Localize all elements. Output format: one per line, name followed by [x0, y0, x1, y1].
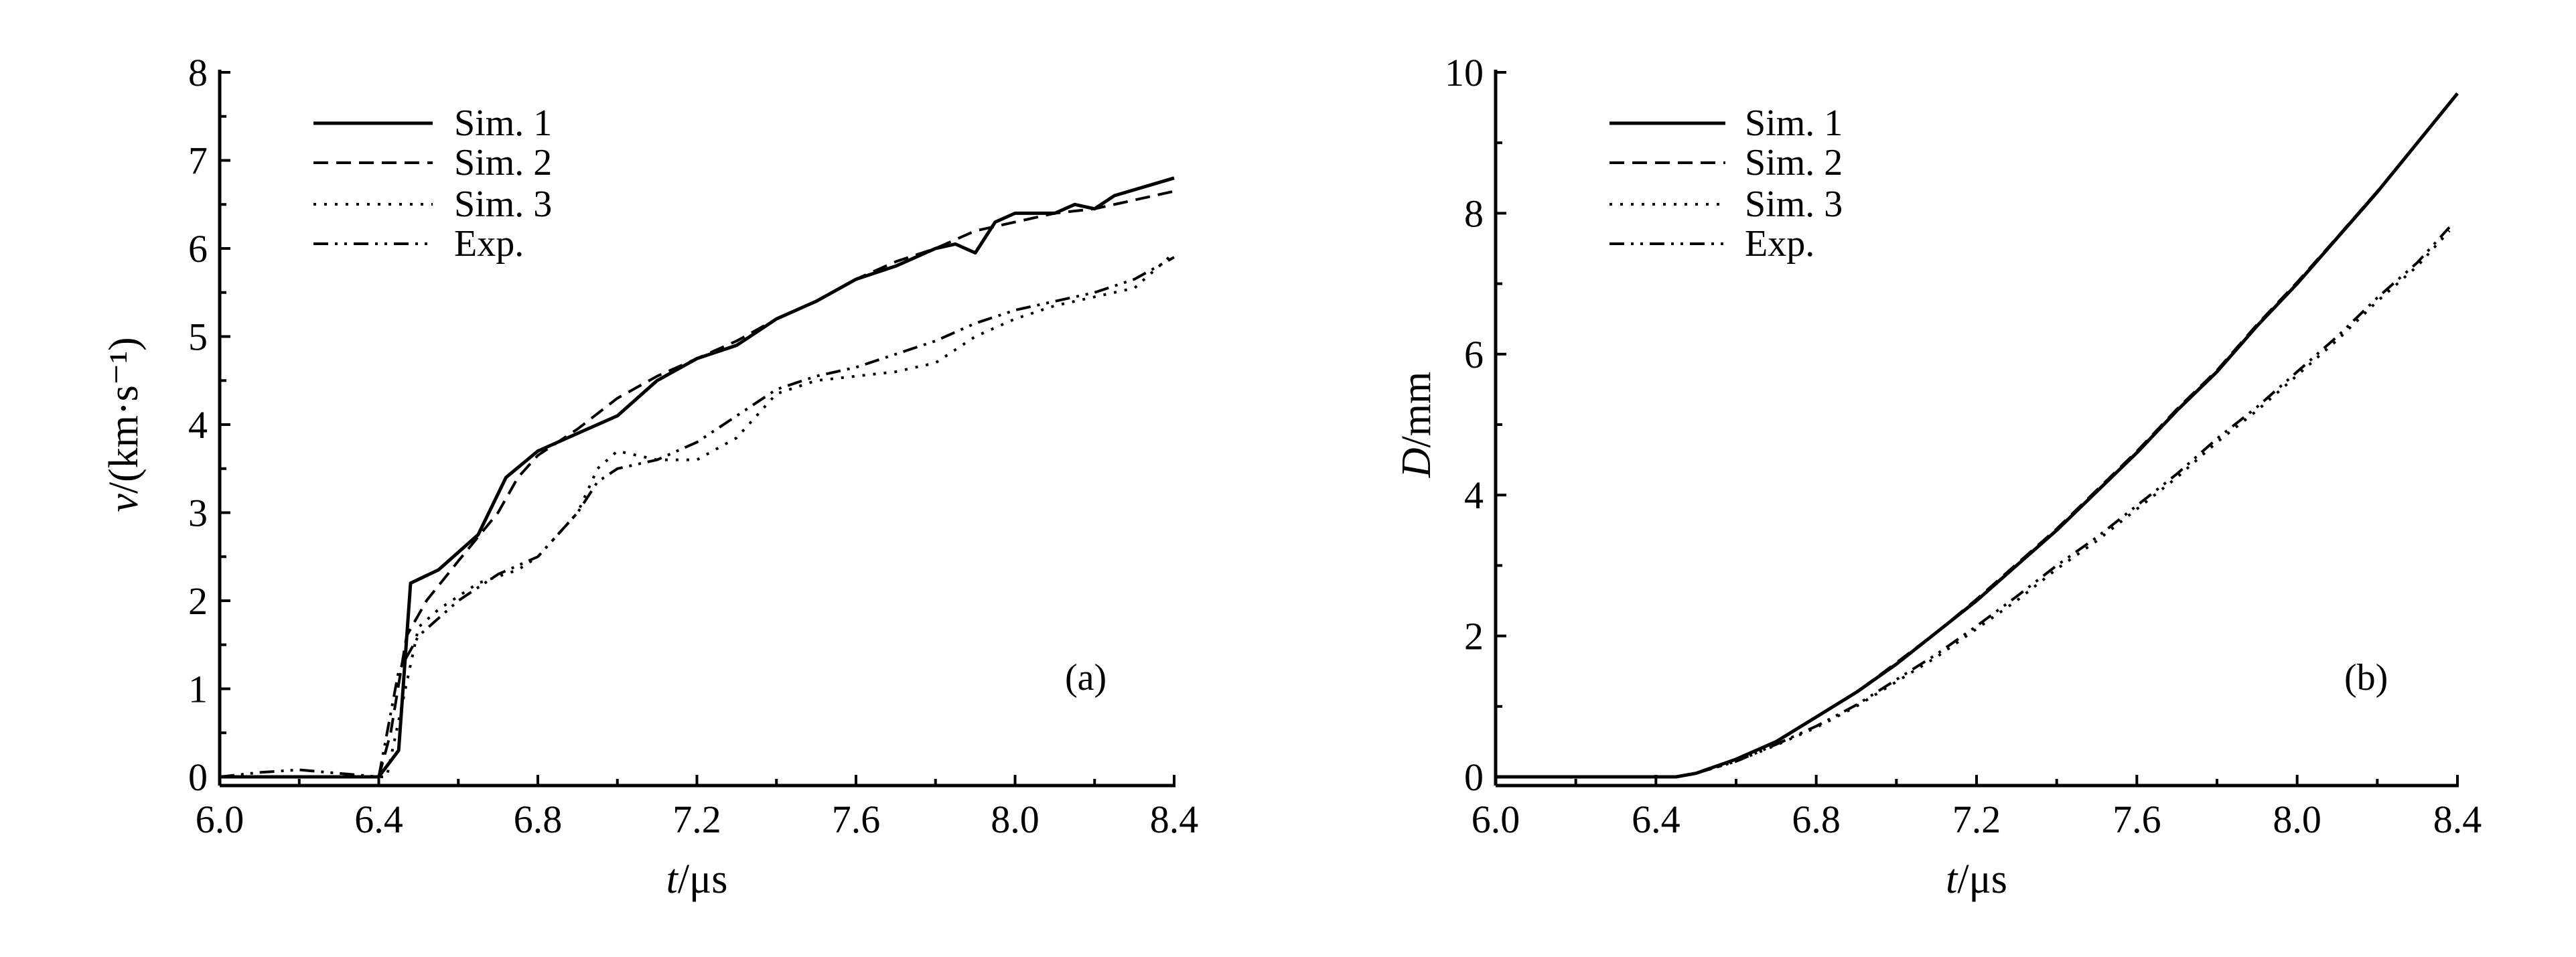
y-axis-label: D/mm — [1394, 372, 1439, 478]
x-tick-label: 8.0 — [991, 798, 1040, 841]
legend-label: Sim. 3 — [1745, 183, 1843, 225]
y-tick-label: 2 — [1464, 615, 1484, 658]
legend-label: Exp. — [454, 223, 524, 265]
x-tick-label: 6.4 — [354, 798, 403, 841]
x-axis-label: t/μs — [666, 857, 728, 902]
x-tick-label: 8.4 — [2433, 798, 2482, 841]
series-line-exp — [219, 256, 1175, 778]
x-tick-label: 7.6 — [2113, 798, 2161, 841]
x-axis-label-unit: /μs — [1957, 857, 2007, 902]
y-tick-label: 3 — [188, 492, 208, 535]
y-tick-label: 8 — [188, 51, 208, 94]
series-line-sim-1 — [1496, 92, 2459, 779]
legend-label: Sim. 2 — [454, 142, 552, 183]
x-tick-label: 8.0 — [2273, 798, 2321, 841]
legend-label: Sim. 3 — [454, 183, 552, 225]
legend-label: Sim. 1 — [1745, 102, 1843, 144]
x-tick-label: 6.0 — [1472, 798, 1520, 841]
y-axis-label-unit: /(km·s⁻¹) — [101, 337, 147, 494]
y-tick-label: 0 — [188, 755, 208, 799]
y-tick-label: 0 — [1464, 755, 1484, 799]
y-axis-label-unit: /mm — [1394, 372, 1439, 448]
y-tick-label: 10 — [1445, 51, 1484, 94]
legend-label: Sim. 2 — [1745, 142, 1843, 183]
y-tick-label: 4 — [188, 403, 208, 447]
x-axis-label-var: t — [1946, 857, 1958, 902]
x-tick-label: 6.8 — [1792, 798, 1841, 841]
x-tick-label: 7.2 — [1952, 798, 2001, 841]
x-tick-label: 6.0 — [196, 798, 244, 841]
x-tick-label: 6.4 — [1632, 798, 1680, 841]
legend-label: Exp. — [1745, 223, 1814, 265]
x-axis-label-unit: /μs — [678, 857, 728, 902]
y-axis-label-var: D — [1394, 447, 1439, 478]
y-tick-label: 1 — [188, 668, 208, 711]
y-tick-label: 5 — [188, 315, 208, 359]
x-axis-label-var: t — [666, 857, 679, 902]
series-line-sim-2 — [220, 190, 1175, 778]
y-tick-label: 4 — [1464, 473, 1484, 517]
series-line-sim-3 — [1496, 230, 2451, 778]
y-tick-label: 7 — [188, 139, 208, 183]
chart-panel-a: 6.0 6.4 6.8 7.2 7.6 8.0 8.4 0 1 2 3 4 5 6 7 8 t/μs v/(km·… — [101, 51, 1198, 902]
series-line-sim-2 — [1496, 92, 2459, 778]
y-axis-label: v/(km·s⁻¹) — [101, 337, 147, 512]
x-tick-label: 7.6 — [832, 798, 881, 841]
y-tick-label: 6 — [1464, 333, 1484, 376]
panel-label: (b) — [2344, 657, 2388, 698]
series-line-sim-3 — [220, 252, 1175, 778]
x-tick-label: 7.2 — [672, 798, 721, 841]
y-tick-label: 2 — [188, 579, 208, 623]
panel-label: (a) — [1065, 657, 1106, 698]
series-line-exp — [1496, 226, 2451, 778]
y-tick-label: 8 — [1464, 192, 1484, 235]
x-axis-label: t/μs — [1946, 857, 2007, 902]
legend-label: Sim. 1 — [454, 102, 552, 144]
chart-panel-b: 6.0 6.4 6.8 7.2 7.6 8.0 8.4 0 2 4 6 8 10 t/μs D/mm Sim.… — [1394, 51, 2482, 902]
y-tick-label: 6 — [188, 227, 208, 271]
x-tick-label: 6.8 — [514, 798, 563, 841]
x-tick-label: 8.4 — [1150, 798, 1199, 841]
series-line-sim-1 — [220, 176, 1175, 779]
y-axis-label-var: v — [101, 494, 147, 512]
